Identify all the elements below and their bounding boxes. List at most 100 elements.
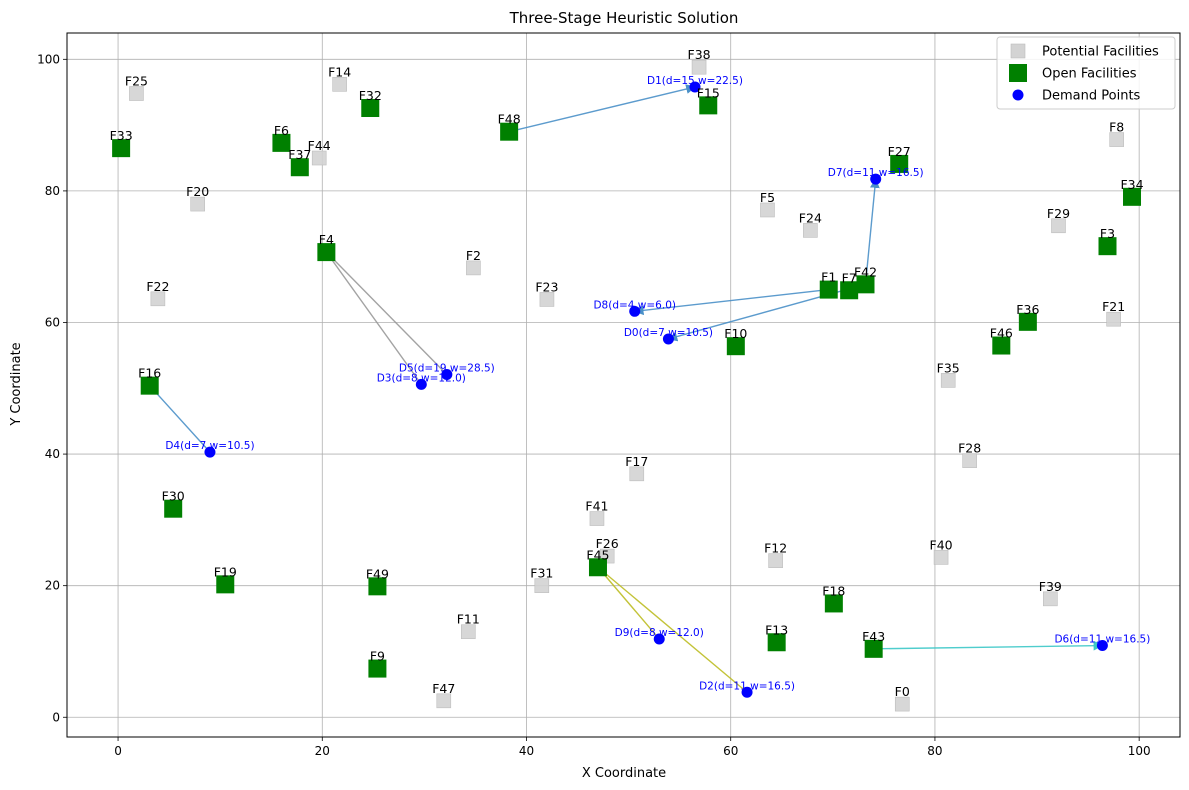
potential-facility-label: F25 bbox=[125, 74, 148, 89]
legend: Potential Facilities Open Facilities Deman… bbox=[996, 36, 1176, 110]
demand-point-label: D0(d=7,w=10.5) bbox=[624, 327, 713, 339]
open-facility-marker bbox=[500, 122, 519, 141]
potential-facility-marker bbox=[332, 77, 347, 92]
y-tick-label: 40 bbox=[45, 447, 60, 461]
potential-facility-marker bbox=[129, 86, 144, 101]
potential-facility-marker bbox=[629, 466, 645, 482]
demand-point-marker bbox=[653, 633, 665, 645]
potential-facility-marker bbox=[150, 291, 166, 307]
demand-point-marker bbox=[1096, 640, 1108, 652]
y-axis-title: Y Coordinate bbox=[9, 342, 24, 426]
potential-facility-label: F8 bbox=[1109, 120, 1124, 135]
open-facility-marker bbox=[864, 639, 883, 658]
potential-facility-marker bbox=[436, 693, 452, 709]
open-facility-label: F3 bbox=[1100, 226, 1115, 241]
open-facility-label: F37 bbox=[288, 147, 311, 162]
demand-points-layer bbox=[204, 81, 1108, 698]
x-tick-label: 60 bbox=[723, 744, 738, 758]
potential-facility-marker bbox=[803, 223, 818, 238]
open-facility-marker bbox=[164, 499, 183, 518]
potential-facility-label: F5 bbox=[760, 190, 775, 205]
demand-point-label: D1(d=15,w=22.5) bbox=[647, 75, 743, 87]
legend-demand-marker bbox=[1012, 89, 1024, 101]
open-facility-label: F16 bbox=[138, 366, 161, 381]
open-facility-label: F1 bbox=[821, 270, 836, 285]
open-facility-marker bbox=[368, 659, 387, 678]
open-facility-label: F36 bbox=[1016, 302, 1039, 317]
open-facility-label: F4 bbox=[319, 232, 334, 247]
open-facility-label: F34 bbox=[1120, 177, 1143, 192]
open-facility-label: F30 bbox=[162, 489, 185, 504]
open-facility-marker bbox=[140, 376, 159, 395]
potential-facility-marker bbox=[933, 550, 949, 565]
potential-facility-marker bbox=[768, 553, 783, 568]
potential-facility-label: F40 bbox=[930, 537, 953, 552]
open-facility-marker bbox=[588, 558, 607, 577]
open-facility-marker bbox=[1123, 187, 1142, 206]
potential-facility-marker bbox=[760, 202, 775, 218]
potential-facility-label: F20 bbox=[186, 184, 209, 199]
demand-point-marker bbox=[662, 333, 674, 345]
potential-facility-marker bbox=[466, 260, 481, 276]
open-facility-marker bbox=[112, 139, 131, 158]
open-facility-marker bbox=[840, 281, 859, 300]
potential-facility-marker bbox=[1043, 591, 1058, 607]
potential-facility-marker bbox=[534, 578, 550, 593]
open-facility-marker bbox=[1098, 237, 1117, 256]
legend-label: Demand Points bbox=[1042, 89, 1141, 104]
assignment-line bbox=[597, 566, 660, 640]
assignment-line bbox=[864, 178, 880, 285]
potential-facility-label: F14 bbox=[328, 64, 351, 79]
x-tick-label: 0 bbox=[114, 744, 122, 758]
point-labels-layer: F0 F2 F5 F8 F11 F12 F14 F17 F20 F21 F22 F23 F24 F25 F2… bbox=[110, 47, 1151, 699]
potential-facilities-layer bbox=[129, 59, 1124, 712]
open-facility-label: F45 bbox=[586, 547, 609, 562]
potential-facility-label: F21 bbox=[1102, 299, 1125, 314]
assignment-lines bbox=[149, 84, 1104, 693]
open-facility-label: F49 bbox=[366, 566, 389, 581]
grid-layer bbox=[67, 33, 1180, 737]
open-facility-label: F7 bbox=[842, 270, 857, 285]
open-facility-label: F9 bbox=[370, 649, 385, 664]
demand-point-label: D5(d=19,w=28.5) bbox=[399, 362, 495, 374]
potential-facility-marker bbox=[1106, 311, 1121, 327]
potential-facility-label: F2 bbox=[466, 248, 481, 263]
demand-point-label: D8(d=4,w=6.0) bbox=[593, 299, 676, 311]
potential-facility-marker bbox=[691, 59, 707, 75]
potential-facility-marker bbox=[539, 292, 555, 307]
axis-ticks: 0 20 40 60 80 100 0 20 40 60 80 100 bbox=[37, 52, 1151, 758]
open-facility-label: F27 bbox=[888, 144, 911, 159]
demand-point-marker bbox=[415, 378, 427, 390]
open-facility-label: F32 bbox=[359, 88, 382, 103]
y-tick-label: 20 bbox=[45, 579, 60, 593]
potential-facility-label: F28 bbox=[958, 441, 981, 456]
assignment-line bbox=[325, 251, 422, 385]
potential-facility-label: F31 bbox=[530, 566, 553, 581]
open-facility-marker bbox=[361, 99, 380, 118]
potential-facility-marker bbox=[962, 453, 977, 468]
potential-facility-label: F17 bbox=[625, 454, 648, 469]
open-facility-label: F42 bbox=[854, 264, 877, 279]
potential-facility-label: F23 bbox=[535, 279, 558, 294]
demand-point-label: D7(d=11,w=16.5) bbox=[828, 167, 924, 179]
open-facility-marker bbox=[824, 594, 843, 613]
open-facility-label: F13 bbox=[765, 622, 788, 637]
x-axis-title: X Coordinate bbox=[582, 766, 666, 781]
open-facility-marker bbox=[767, 633, 786, 652]
x-tick-label: 80 bbox=[927, 744, 942, 758]
potential-facility-marker bbox=[894, 696, 910, 712]
potential-facility-label: F22 bbox=[146, 279, 169, 294]
demand-point-label: D6(d=11,w=16.5) bbox=[1054, 634, 1150, 646]
potential-facility-marker bbox=[1051, 218, 1066, 234]
demand-point-label: D3(d=8,w=12.0) bbox=[377, 372, 466, 384]
open-facility-label: F19 bbox=[214, 564, 237, 579]
open-facility-marker bbox=[819, 280, 838, 299]
legend-label: Potential Facilities bbox=[1042, 45, 1159, 60]
plot-frame bbox=[66, 32, 1181, 738]
potential-facility-marker bbox=[311, 150, 327, 166]
potential-facility-label: F29 bbox=[1047, 206, 1070, 221]
y-tick-label: 80 bbox=[45, 184, 60, 198]
potential-facility-label: F35 bbox=[937, 360, 960, 375]
potential-facility-label: F12 bbox=[764, 541, 787, 556]
potential-facility-label: F38 bbox=[688, 47, 711, 62]
